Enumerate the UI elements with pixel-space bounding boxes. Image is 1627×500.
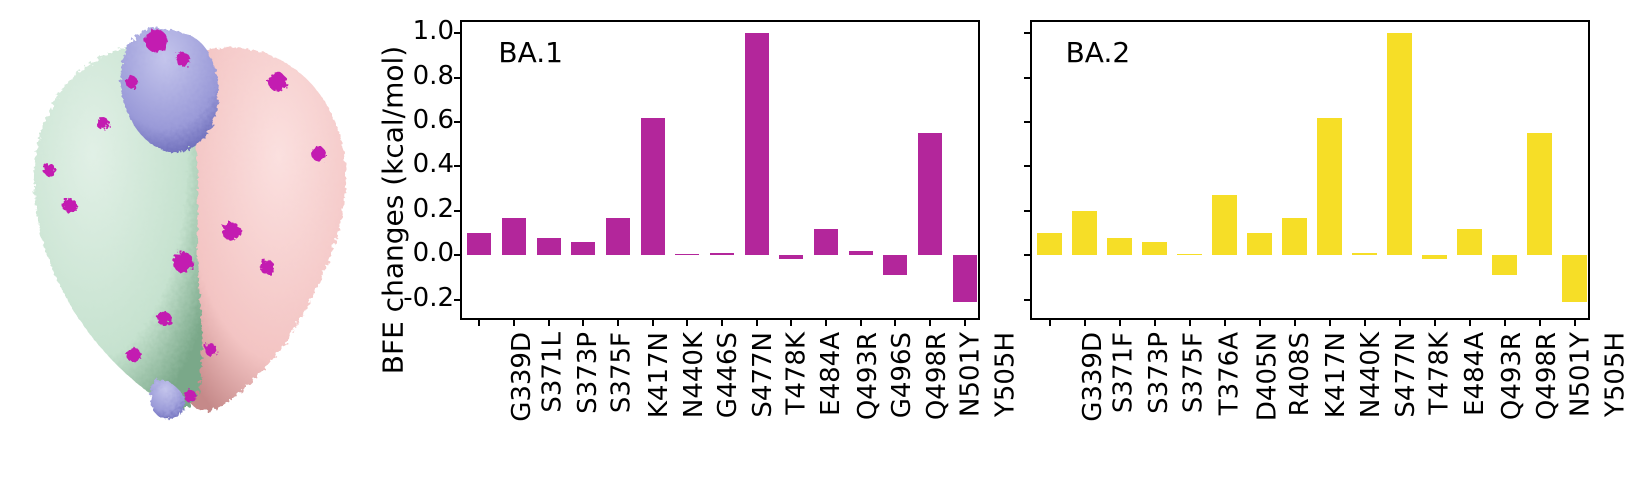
bar <box>745 33 769 255</box>
protein-structure-panel <box>0 0 360 500</box>
x-tick-label: Q498R <box>1532 332 1562 420</box>
bar <box>710 253 734 255</box>
y-tick-mark <box>1024 32 1032 34</box>
chart-BA2-xticks: G339DS371FS373PS375FT376A D405NR408SK417N… <box>1030 320 1590 480</box>
y-tick-mark <box>454 77 462 79</box>
x-tick-label: N440K <box>679 332 709 418</box>
x-tick-label: S371F <box>1108 332 1138 413</box>
bar <box>1212 195 1237 255</box>
panel-label-BA2: BA.2 <box>1066 36 1131 69</box>
chart-BA2-container: BA.2 G339DS371FS373PS375FT376A D405NR408S… <box>1030 20 1590 480</box>
x-tick-label: Q498R <box>922 332 952 420</box>
y-tick-label: 0.2 <box>413 194 454 224</box>
x-tick-label: N501Y <box>1565 332 1595 417</box>
x-tick-label: S371L <box>537 332 567 413</box>
chart-BA1-plot: BA.1 <box>460 20 980 320</box>
y-tick-label: -0.2 <box>403 283 454 313</box>
panel-label-BA1: BA.1 <box>498 36 563 69</box>
y-tick-label: 0.0 <box>413 238 454 268</box>
bar <box>953 255 977 302</box>
bar <box>1247 233 1272 255</box>
y-tick-mark <box>454 32 462 34</box>
x-tick-label: N440K <box>1356 332 1386 418</box>
charts-zone: BFE changes (kcal/mol) -0.2 0.0 0.2 0.4 0.6 0… <box>360 0 1627 500</box>
x-tick-label: S375F <box>607 332 637 413</box>
y-tick-mark <box>1024 77 1032 79</box>
bar <box>502 218 526 256</box>
x-tick-label: N501Y <box>955 332 985 417</box>
x-tick-label: T376A <box>1214 332 1244 415</box>
y-axis-label-area: BFE changes (kcal/mol) <box>360 20 400 400</box>
y-tick-label: 0.8 <box>413 61 454 91</box>
x-tick-label: Q493R <box>1497 332 1527 420</box>
y-axis-ticks: -0.20.00.20.40.60.81.0 <box>400 20 460 320</box>
y-tick-mark <box>454 210 462 212</box>
x-tick-label: Y505H <box>990 332 1020 417</box>
bar <box>883 255 907 275</box>
bar <box>849 251 873 255</box>
y-tick-mark <box>1024 210 1032 212</box>
x-tick-label: G446S <box>713 332 743 418</box>
bar <box>1072 211 1097 255</box>
bar <box>1317 118 1342 256</box>
y-tick-mark <box>454 254 462 256</box>
bar <box>537 238 561 256</box>
x-tick-label: E484A <box>1459 332 1489 416</box>
x-tick-label: S373P <box>1143 332 1173 414</box>
bar <box>1562 255 1587 302</box>
bar <box>571 242 595 255</box>
y-tick-label: 0.4 <box>413 149 454 179</box>
bar <box>779 255 803 258</box>
bar <box>606 218 630 256</box>
y-tick-mark <box>454 165 462 167</box>
x-tick-label: R408S <box>1285 332 1315 416</box>
x-tick-label: S477N <box>1390 332 1420 418</box>
y-tick-mark <box>1024 299 1032 301</box>
x-tick-label: S375F <box>1178 332 1208 413</box>
chart-BA1-container: BA.1 G339DS371LS373PS375FK417NN440KG446S… <box>460 20 980 480</box>
bar <box>641 118 665 256</box>
y-tick-mark <box>1024 165 1032 167</box>
spike-protein-svg <box>10 10 360 442</box>
x-tick-label: E484A <box>816 332 846 416</box>
x-tick-label: S477N <box>748 332 778 418</box>
bar <box>814 229 838 256</box>
x-tick-label: K417N <box>644 332 674 418</box>
x-tick-label: K417N <box>1321 332 1351 418</box>
bar <box>1527 133 1552 255</box>
x-tick-label: S373P <box>573 332 603 414</box>
bar <box>1492 255 1517 275</box>
x-tick-label: D405N <box>1252 332 1282 421</box>
x-tick-label: G496S <box>887 332 917 418</box>
x-tick-label: T478K <box>1424 332 1454 415</box>
bar <box>675 254 699 255</box>
bar <box>1177 254 1202 255</box>
bar <box>1352 253 1377 255</box>
chart-BA1-xticks: G339DS371LS373PS375FK417NN440KG446SS477N… <box>460 320 980 480</box>
bar <box>1457 229 1482 256</box>
bar <box>467 233 491 255</box>
y-tick-label: 1.0 <box>413 16 454 46</box>
bar <box>1107 238 1132 256</box>
bar <box>1282 218 1307 256</box>
bar <box>1422 255 1447 258</box>
x-tick-label: G339D <box>507 332 537 422</box>
y-tick-label: 0.6 <box>413 105 454 135</box>
bar <box>1142 242 1167 255</box>
x-tick-label: G339D <box>1077 332 1107 422</box>
y-tick-mark <box>454 121 462 123</box>
y-tick-mark <box>1024 254 1032 256</box>
bar <box>1037 233 1062 255</box>
y-tick-mark <box>454 299 462 301</box>
bar <box>918 133 942 255</box>
y-tick-mark <box>1024 121 1032 123</box>
figure-root: BFE changes (kcal/mol) -0.2 0.0 0.2 0.4 0.6 0… <box>0 0 1627 500</box>
x-tick-label: Q493R <box>853 332 883 420</box>
x-tick-label: Y505H <box>1600 332 1627 417</box>
bar <box>1387 33 1412 255</box>
x-tick-label: T478K <box>781 332 811 415</box>
chart-BA2-plot: BA.2 <box>1030 20 1590 320</box>
